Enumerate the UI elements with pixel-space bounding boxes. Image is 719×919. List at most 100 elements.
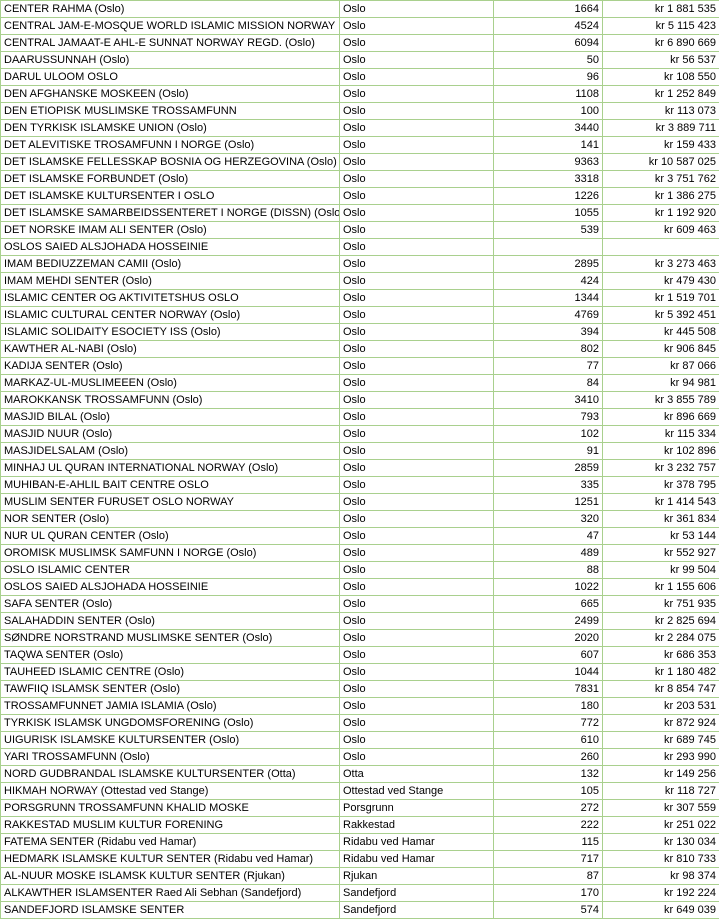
organization-name: MUHIBAN-E-AHLIL BAIT CENTRE OSLO — [0, 476, 340, 494]
organization-name: MINHAJ UL QURAN INTERNATIONAL NORWAY (Os… — [0, 459, 340, 477]
grant-amount: kr 251 022 — [602, 816, 719, 834]
grant-amount — [602, 238, 719, 256]
city: Oslo — [339, 153, 494, 171]
city: Oslo — [339, 578, 494, 596]
member-count: 87 — [493, 867, 603, 885]
table-row: OSLO ISLAMIC CENTER Oslo 88 kr 99 504 — [0, 561, 719, 579]
grant-amount: kr 115 334 — [602, 425, 719, 443]
grant-amount: kr 1 155 606 — [602, 578, 719, 596]
organization-name: DAARUSSUNNAH (Oslo) — [0, 51, 340, 69]
table-row: DEN ETIOPISK MUSLIMSKE TROSSAMFUNN Oslo 10… — [0, 102, 719, 120]
city: Oslo — [339, 527, 494, 545]
table-row: AL-NUUR MOSKE ISLAMSK KULTUR SENTER (Rju… — [0, 867, 719, 885]
member-count: 665 — [493, 595, 603, 613]
grant-amount: kr 1 414 543 — [602, 493, 719, 511]
table-row: YARI TROSSAMFUNN (Oslo) Oslo 260 kr 293 990 — [0, 748, 719, 766]
grant-amount: kr 2 284 075 — [602, 629, 719, 647]
city: Ridabu ved Hamar — [339, 833, 494, 851]
city: Oslo — [339, 442, 494, 460]
grant-amount: kr 2 825 694 — [602, 612, 719, 630]
member-count: 105 — [493, 782, 603, 800]
member-count: 4769 — [493, 306, 603, 324]
city: Oslo — [339, 17, 494, 35]
city: Oslo — [339, 476, 494, 494]
city: Oslo — [339, 493, 494, 511]
city: Oslo — [339, 187, 494, 205]
organization-name: DET NORSKE IMAM ALI SENTER (Oslo) — [0, 221, 340, 239]
table-row: HIKMAH NORWAY (Ottestad ved Stange) Ottes… — [0, 782, 719, 800]
organization-name: SANDEFJORD ISLAMSKE SENTER — [0, 901, 340, 919]
city: Oslo — [339, 408, 494, 426]
grant-amount: kr 609 463 — [602, 221, 719, 239]
table-row: KADIJA SENTER (Oslo) Oslo 77 kr 87 066 — [0, 357, 719, 375]
organization-name: DEN TYRKISK ISLAMSKE UNION (Oslo) — [0, 119, 340, 137]
member-count — [493, 238, 603, 256]
city: Oslo — [339, 357, 494, 375]
organization-name: NORD GUDBRANDAL ISLAMSKE KULTURSENTER (O… — [0, 765, 340, 783]
grant-amount: kr 1 881 535 — [602, 0, 719, 18]
grant-amount: kr 751 935 — [602, 595, 719, 613]
table-row: DET ISLAMSKE FELLESSKAP BOSNIA OG HERZEG… — [0, 153, 719, 171]
organization-name: OROMISK MUSLIMSK SAMFUNN I NORGE (Oslo) — [0, 544, 340, 562]
grant-amount: kr 689 745 — [602, 731, 719, 749]
organization-name: OSLOS SAIED ALSJOHADA HOSSEINIE — [0, 238, 340, 256]
city: Oslo — [339, 34, 494, 52]
organization-name: DEN ETIOPISK MUSLIMSKE TROSSAMFUNN — [0, 102, 340, 120]
member-count: 394 — [493, 323, 603, 341]
grant-amount: kr 192 224 — [602, 884, 719, 902]
grant-amount: kr 307 559 — [602, 799, 719, 817]
table-row: OSLOS SAIED ALSJOHADA HOSSEINIE Oslo 1022 k… — [0, 578, 719, 596]
member-count: 272 — [493, 799, 603, 817]
member-count: 1044 — [493, 663, 603, 681]
organization-name: OSLOS SAIED ALSJOHADA HOSSEINIE — [0, 578, 340, 596]
grant-amount: kr 1 252 849 — [602, 85, 719, 103]
member-count: 610 — [493, 731, 603, 749]
city: Oslo — [339, 425, 494, 443]
member-count: 1055 — [493, 204, 603, 222]
city: Ottestad ved Stange — [339, 782, 494, 800]
table-row: MUSLIM SENTER FURUSET OSLO NORWAY Oslo 125… — [0, 493, 719, 511]
table-row: NORD GUDBRANDAL ISLAMSKE KULTURSENTER (O… — [0, 765, 719, 783]
organization-name: DET ISLAMSKE FORBUNDET (Oslo) — [0, 170, 340, 188]
grant-amount: kr 872 924 — [602, 714, 719, 732]
organization-name: TROSSAMFUNNET JAMIA ISLAMIA (Oslo) — [0, 697, 340, 715]
grant-amount: kr 94 981 — [602, 374, 719, 392]
member-count: 3410 — [493, 391, 603, 409]
organization-name: YARI TROSSAMFUNN (Oslo) — [0, 748, 340, 766]
member-count: 1251 — [493, 493, 603, 511]
city: Oslo — [339, 238, 494, 256]
member-count: 84 — [493, 374, 603, 392]
member-count: 607 — [493, 646, 603, 664]
organization-name: SALAHADDIN SENTER (Oslo) — [0, 612, 340, 630]
member-count: 539 — [493, 221, 603, 239]
table-row: PORSGRUNN TROSSAMFUNN KHALID MOSKE Porsgr… — [0, 799, 719, 817]
grant-amount: kr 1 386 275 — [602, 187, 719, 205]
member-count: 793 — [493, 408, 603, 426]
member-count: 802 — [493, 340, 603, 358]
member-count: 91 — [493, 442, 603, 460]
city: Rjukan — [339, 867, 494, 885]
table-row: FATEMA SENTER (Ridabu ved Hamar) Ridabu v… — [0, 833, 719, 851]
city: Oslo — [339, 119, 494, 137]
grant-amount: kr 445 508 — [602, 323, 719, 341]
city: Ridabu ved Hamar — [339, 850, 494, 868]
organization-name: TAQWA SENTER (Oslo) — [0, 646, 340, 664]
table-row: OSLOS SAIED ALSJOHADA HOSSEINIE Oslo — [0, 238, 719, 256]
organization-name: ISLAMIC CULTURAL CENTER NORWAY (Oslo) — [0, 306, 340, 324]
organization-name: OSLO ISLAMIC CENTER — [0, 561, 340, 579]
city: Oslo — [339, 272, 494, 290]
city: Oslo — [339, 102, 494, 120]
city: Oslo — [339, 612, 494, 630]
member-count: 2895 — [493, 255, 603, 273]
city: Oslo — [339, 510, 494, 528]
table-row: ISLAMIC CULTURAL CENTER NORWAY (Oslo) Osl… — [0, 306, 719, 324]
city: Oslo — [339, 306, 494, 324]
table-row: NOR SENTER (Oslo) Oslo 320 kr 361 834 — [0, 510, 719, 528]
table-row: DEN AFGHANSKE MOSKEEN (Oslo) Oslo 1108 kr 1… — [0, 85, 719, 103]
organization-name: NUR UL QURAN CENTER (Oslo) — [0, 527, 340, 545]
organization-name: DET ISLAMSKE SAMARBEIDSSENTERET I NORGE … — [0, 204, 340, 222]
grant-amount: kr 1 180 482 — [602, 663, 719, 681]
table-row: HEDMARK ISLAMSKE KULTUR SENTER (Ridabu v… — [0, 850, 719, 868]
grant-amount: kr 203 531 — [602, 697, 719, 715]
